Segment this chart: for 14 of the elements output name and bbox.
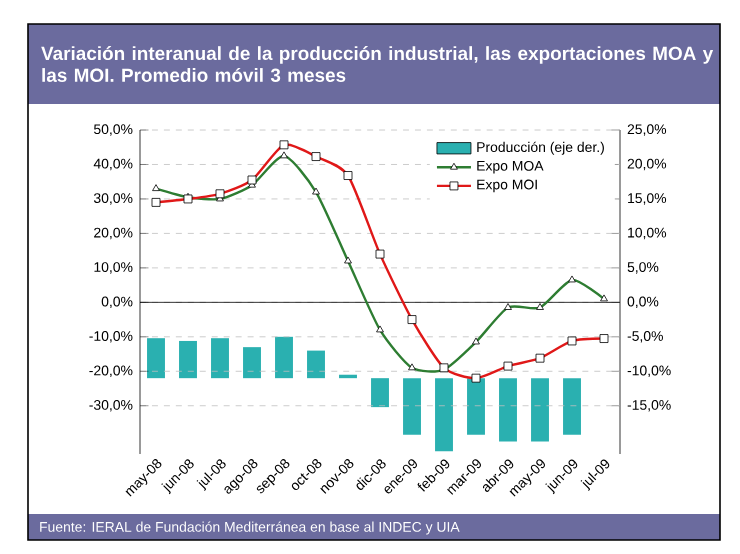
bar (563, 378, 581, 435)
bar (243, 347, 261, 379)
bar (403, 378, 421, 435)
bar (307, 350, 325, 379)
bar (275, 336, 293, 379)
bar (499, 378, 517, 442)
bar (179, 340, 197, 379)
bar (467, 378, 485, 435)
bar (531, 378, 549, 442)
bar (147, 338, 165, 379)
bar (211, 338, 229, 379)
chart-title: Variación interanual de la producción industrial, las exportaciones MOA y las MOI. Promedio móvil 3 meses (41, 46, 714, 83)
bar (435, 378, 453, 452)
bar (371, 378, 389, 408)
